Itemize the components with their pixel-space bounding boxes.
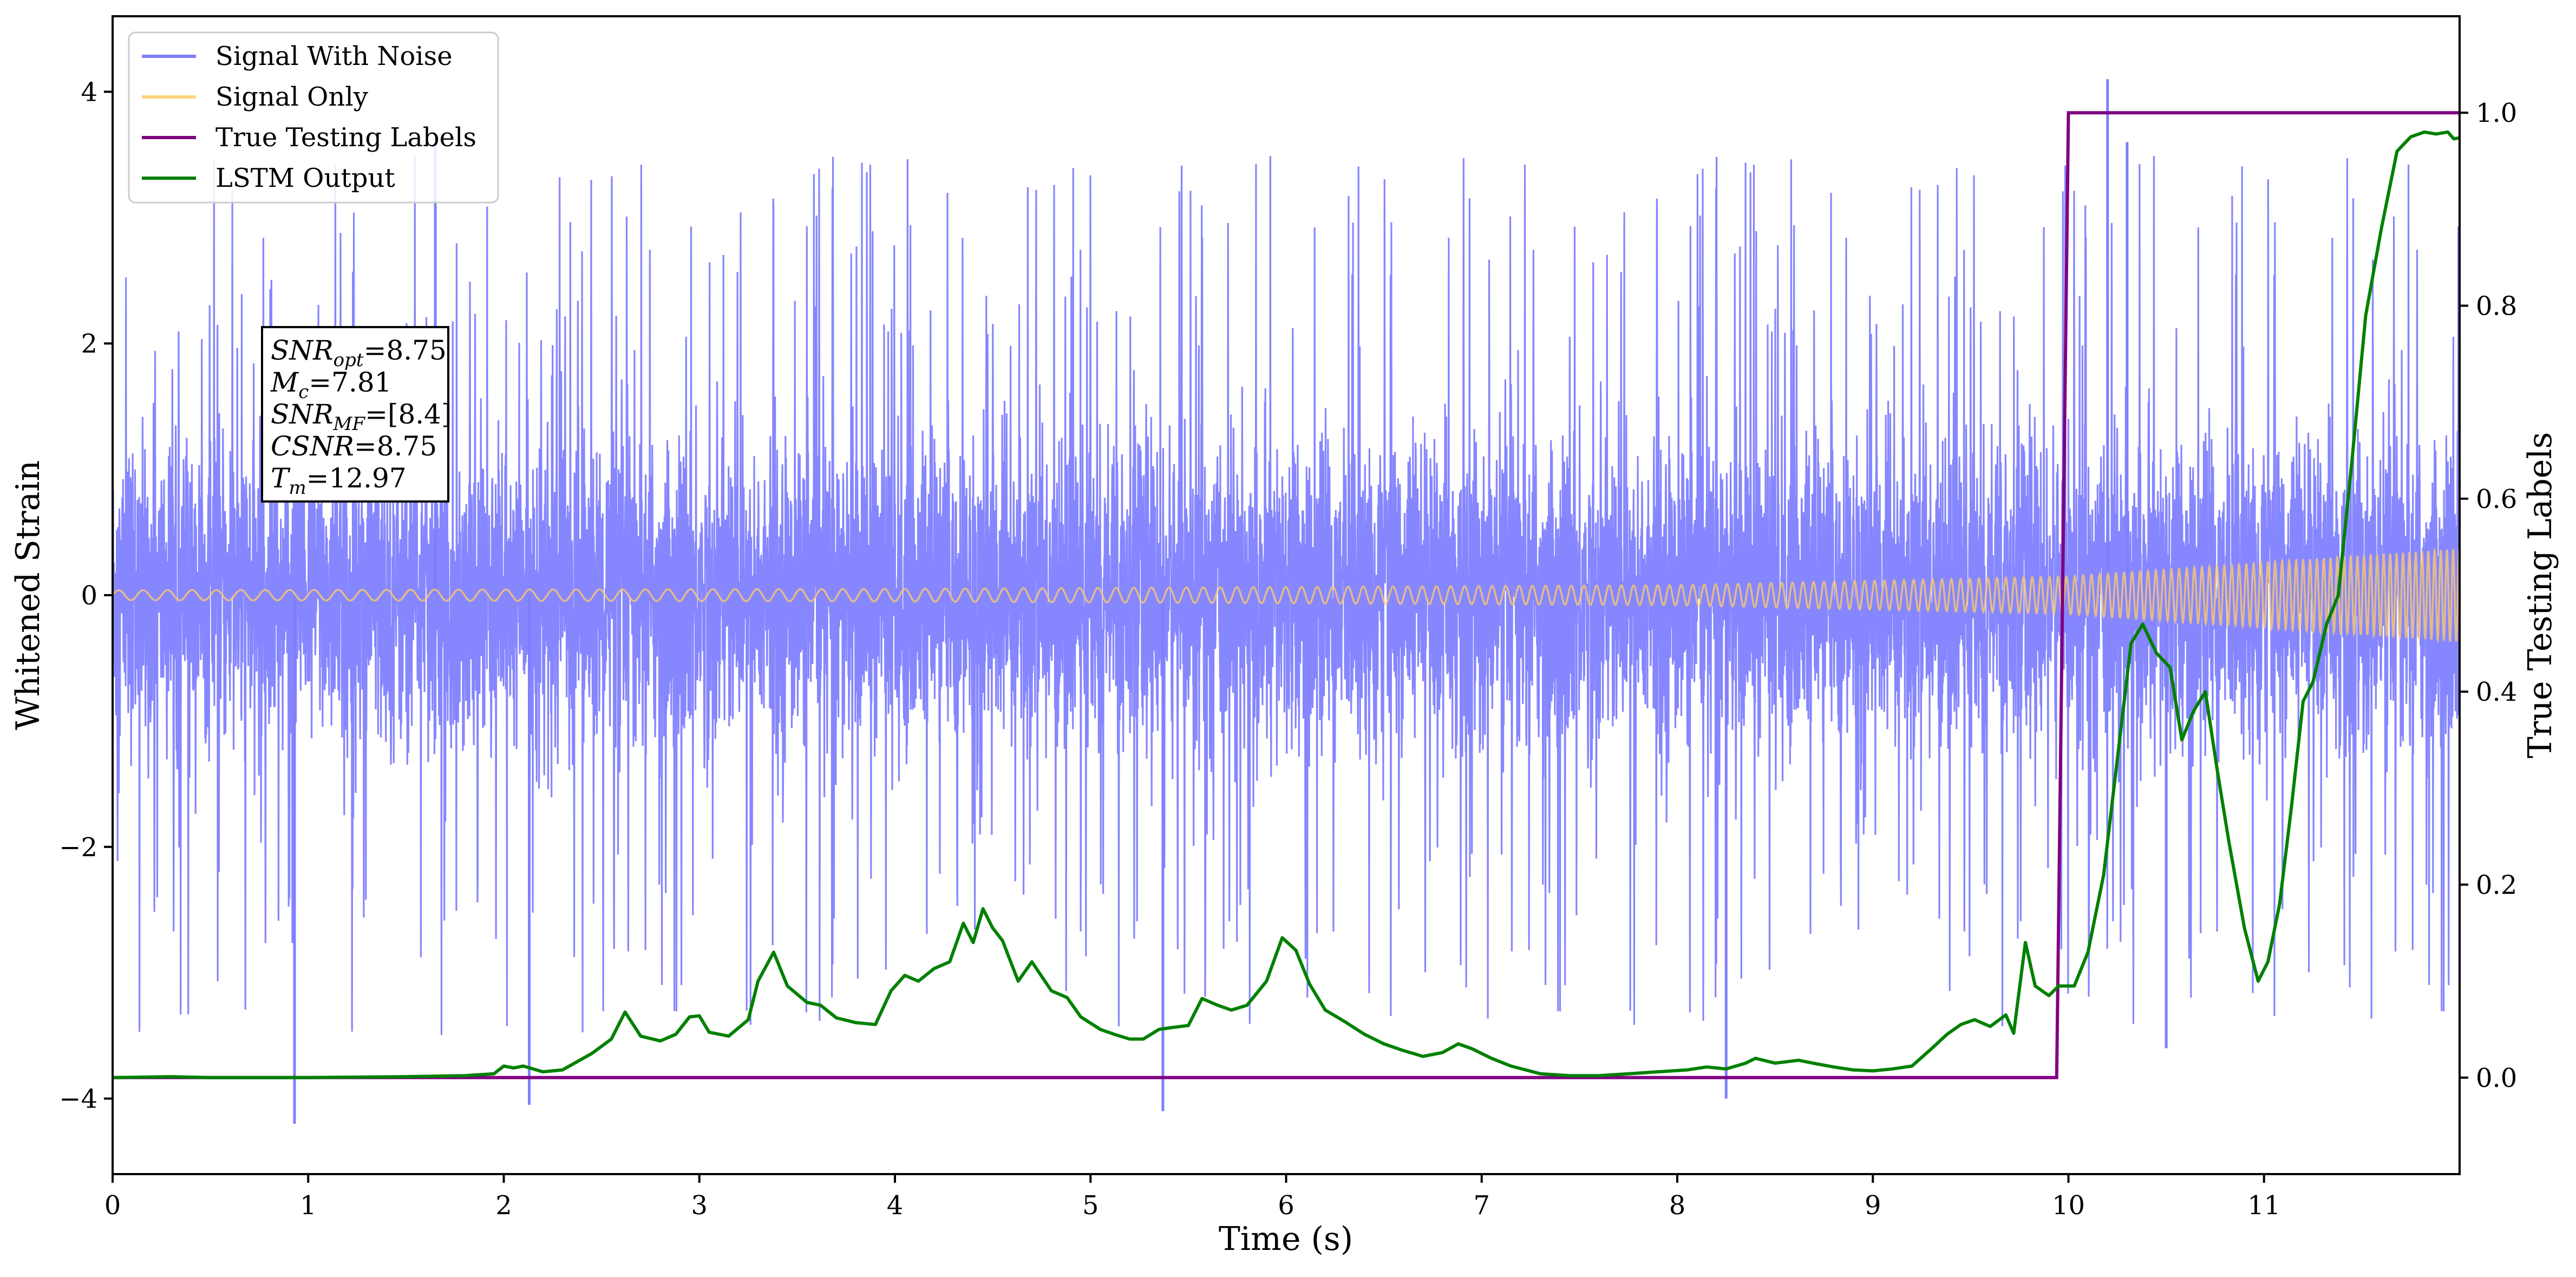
left-y-tick-label: 2 [81, 329, 97, 359]
x-tick-label: 6 [1278, 1190, 1294, 1221]
legend-entry-label: Signal Only [215, 82, 368, 112]
legend-entry-label: True Testing Labels [215, 122, 476, 153]
left-y-axis-ticks: 4 2 0 −2 −4 [59, 77, 113, 1115]
true-testing-labels-line [113, 111, 2460, 1079]
lstm-output-series [113, 130, 2460, 1079]
right-y-tick-label: 0.6 [2476, 484, 2517, 514]
right-y-tick-label: 1.0 [2476, 98, 2517, 128]
x-tick-label: 10 [2052, 1190, 2085, 1221]
x-tick-label: 2 [495, 1190, 512, 1221]
legend-entry-label: Signal With Noise [215, 41, 453, 71]
parameter-annotation: SNRopt=8.75Mc=7.81SNRMF=[8.4]CSNR=8.75Tm… [261, 326, 452, 503]
x-axis-ticks: 0 1 2 3 4 5 6 7 8 9 10 11 [104, 1174, 2280, 1221]
x-tick-label: 5 [1082, 1190, 1099, 1221]
left-y-tick-label: −2 [59, 832, 97, 863]
x-tick-label: 3 [691, 1190, 708, 1221]
left-y-tick-label: 0 [81, 581, 97, 611]
x-tick-label: 11 [2247, 1190, 2280, 1221]
annotation-box [261, 326, 449, 503]
x-tick-label: 8 [1669, 1190, 1686, 1221]
right-y-tick-label: 0.4 [2476, 677, 2517, 707]
annotation-line: CSNR=8.75 [271, 431, 437, 462]
x-tick-label: 1 [300, 1190, 317, 1221]
right-y-tick-label: 0.8 [2476, 291, 2517, 322]
chart-legend: Signal With Noise Signal Only True Testing… [128, 31, 499, 204]
signal-only-series [113, 547, 2460, 643]
signal-with-noise-line [113, 155, 2460, 1035]
x-tick-label: 9 [1865, 1190, 1881, 1221]
annotation-line: Mc=7.81 [270, 367, 391, 403]
legend-box [128, 31, 499, 204]
left-y-tick-label: 4 [81, 77, 97, 107]
right-y-tick-label: 0.0 [2476, 1063, 2517, 1093]
right-y-axis-label: True Testing Labels [2521, 432, 2559, 759]
x-axis-label: Time (s) [1219, 1220, 1353, 1258]
true-testing-labels-series [113, 111, 2460, 1079]
left-y-tick-label: −4 [59, 1084, 97, 1115]
lstm-output-line [113, 130, 2460, 1079]
left-y-axis-label: Whitened Strain [9, 460, 47, 730]
right-y-tick-label: 0.2 [2476, 870, 2517, 901]
right-y-axis-ticks: 0.0 0.2 0.4 0.6 0.8 1.0 [2460, 98, 2517, 1093]
x-tick-label: 7 [1473, 1190, 1490, 1221]
annotation-line: SNRMF=[8.4] [271, 399, 452, 435]
legend-entry-label: LSTM Output [215, 163, 395, 193]
annotation-line: SNRopt=8.75 [271, 335, 447, 371]
x-tick-label: 0 [104, 1190, 121, 1221]
x-tick-label: 4 [887, 1190, 904, 1221]
annotation-line: Tm=12.97 [271, 462, 407, 499]
signal-only-line [113, 547, 2460, 643]
